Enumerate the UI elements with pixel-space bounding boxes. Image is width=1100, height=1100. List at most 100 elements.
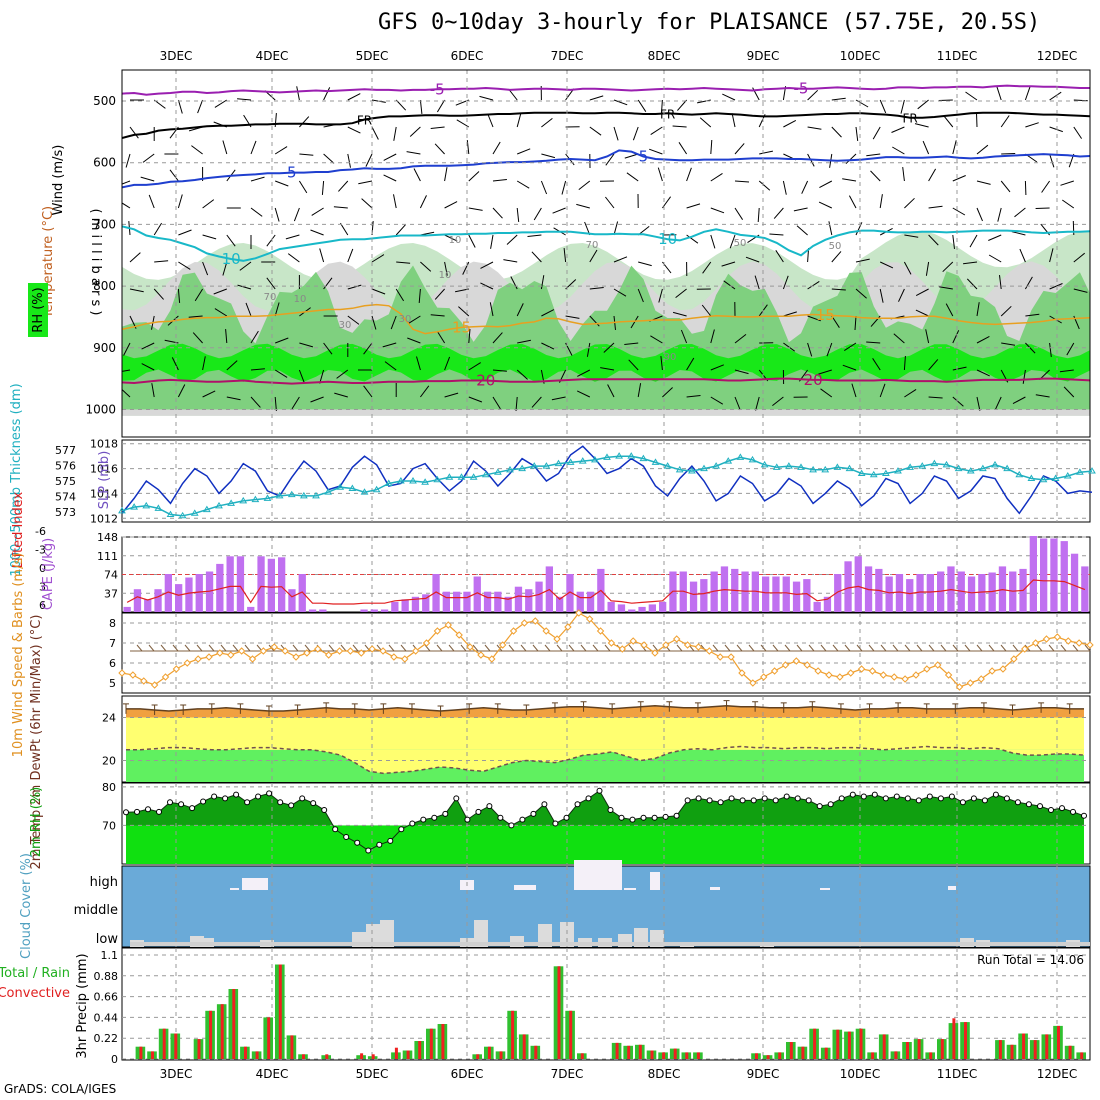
precip-convective-bar [209, 1010, 213, 1059]
rh2m-point [849, 791, 856, 798]
wind-barb [782, 180, 787, 195]
cloud-low-strip [810, 942, 820, 946]
wind10m-barb-flag [208, 644, 215, 652]
cape-bar [988, 572, 996, 612]
precip-convective-bar [267, 1017, 271, 1059]
thickness-point [530, 462, 539, 469]
temp-errorbar [466, 703, 473, 714]
precip-convective-bar [847, 1031, 851, 1059]
temp-errorbar [723, 700, 730, 711]
wind-speed-point [150, 681, 159, 689]
wind-speed-point [629, 637, 637, 645]
cape-bar [854, 556, 862, 612]
wind-barb [436, 99, 446, 113]
wind-barb [347, 248, 354, 263]
wind-barb [274, 396, 277, 411]
precip-convective-bar [940, 1039, 944, 1059]
rh2m-point [519, 816, 526, 823]
precip-convective-bar [906, 1042, 909, 1059]
temp-errorbar [780, 702, 787, 713]
cloud-low-strip [160, 942, 170, 946]
wind-barb [462, 261, 470, 275]
wind-barb [1059, 369, 1074, 373]
wind10m-barb-flag [328, 644, 335, 652]
rh2m-point [486, 803, 493, 810]
cape-bar [380, 609, 389, 612]
thickness-point [239, 496, 248, 504]
wind-barb [1063, 386, 1075, 398]
cape-bar [700, 579, 708, 612]
wind-barb [710, 364, 724, 371]
wind-speed-point [216, 649, 224, 657]
rh2m-point [640, 814, 647, 821]
wind-barb [734, 207, 744, 220]
wind-barb [999, 275, 1002, 290]
wind-barb [613, 126, 619, 141]
wind-barb [178, 261, 191, 270]
precip-convective-bar [824, 1047, 828, 1059]
cape-bar [834, 574, 842, 612]
temp-errorbar [437, 705, 444, 717]
wind-barb [274, 369, 288, 378]
wind-barb [197, 99, 204, 114]
rh2m-point [244, 799, 251, 806]
temp-errorbar [123, 703, 129, 714]
wind-barb [796, 225, 808, 236]
wind-barb [783, 342, 795, 352]
wind-barb [855, 126, 859, 141]
wind-barb [734, 180, 750, 183]
wind10m-barb-flag [964, 644, 971, 652]
isotherm-label-FR: FR [660, 107, 675, 121]
rh-contour-label: 70 [586, 240, 599, 251]
precip-convective-bar [360, 1053, 364, 1059]
rh2m-point [695, 795, 702, 802]
wind-barb [686, 395, 701, 398]
wind10m-barb-flag [520, 644, 527, 652]
cloud-low-strip [200, 942, 210, 946]
wind-barb [613, 256, 628, 263]
cape-bar [432, 574, 440, 612]
wind10m-barb-flag [724, 644, 731, 652]
cape-bar [1029, 536, 1037, 612]
wind10m-barb-flag [832, 644, 839, 652]
ylabel-temp2m: 2m Temp 2m DewPt (6hr Min/Max) (°C) [29, 615, 44, 870]
wind-barb [650, 335, 663, 344]
wind-barb [321, 180, 325, 195]
wind-barb [696, 99, 711, 104]
wind-barb [928, 359, 939, 371]
temp-errorbar [694, 702, 701, 713]
wind-barb [565, 315, 580, 319]
wind-barb [870, 170, 881, 182]
wind-speed-point [1021, 645, 1029, 653]
wind-barb [490, 234, 494, 249]
rh2m-point [750, 797, 757, 804]
isotherm-label-15: 15 [816, 306, 835, 324]
wind-speed-point [433, 627, 442, 635]
x-tick-top-12DEC: 12DEC [1037, 49, 1077, 63]
wind-barb [892, 146, 905, 155]
wind-speed-point [411, 647, 420, 655]
precip-convective-bar [882, 1034, 886, 1059]
cape-bar [319, 609, 327, 612]
temp-errorbar [523, 704, 530, 715]
cape-bar [813, 601, 821, 612]
wind-barb [952, 396, 964, 407]
cloud-high-bar [242, 878, 268, 890]
wind-barb [250, 330, 259, 344]
wind-barb [503, 259, 518, 263]
x-tick-bottom-7DEC: 7DEC [551, 1067, 584, 1081]
isotherm-20 [122, 377, 1090, 385]
thickness-point [930, 459, 939, 467]
wind-barb [226, 234, 236, 247]
cape-bar [566, 574, 574, 612]
y-tick-p-500: 500 [93, 94, 116, 108]
wind-barb [396, 261, 411, 264]
wind-barb [848, 195, 857, 209]
cape-bar [823, 596, 832, 612]
cloud-low-strip [840, 942, 850, 946]
x-tick-bottom-5DEC: 5DEC [356, 1067, 389, 1081]
wind-barb [976, 369, 990, 377]
wind-barb [365, 153, 373, 167]
wind-barb [722, 93, 736, 101]
cloud-low-strip [490, 942, 500, 946]
